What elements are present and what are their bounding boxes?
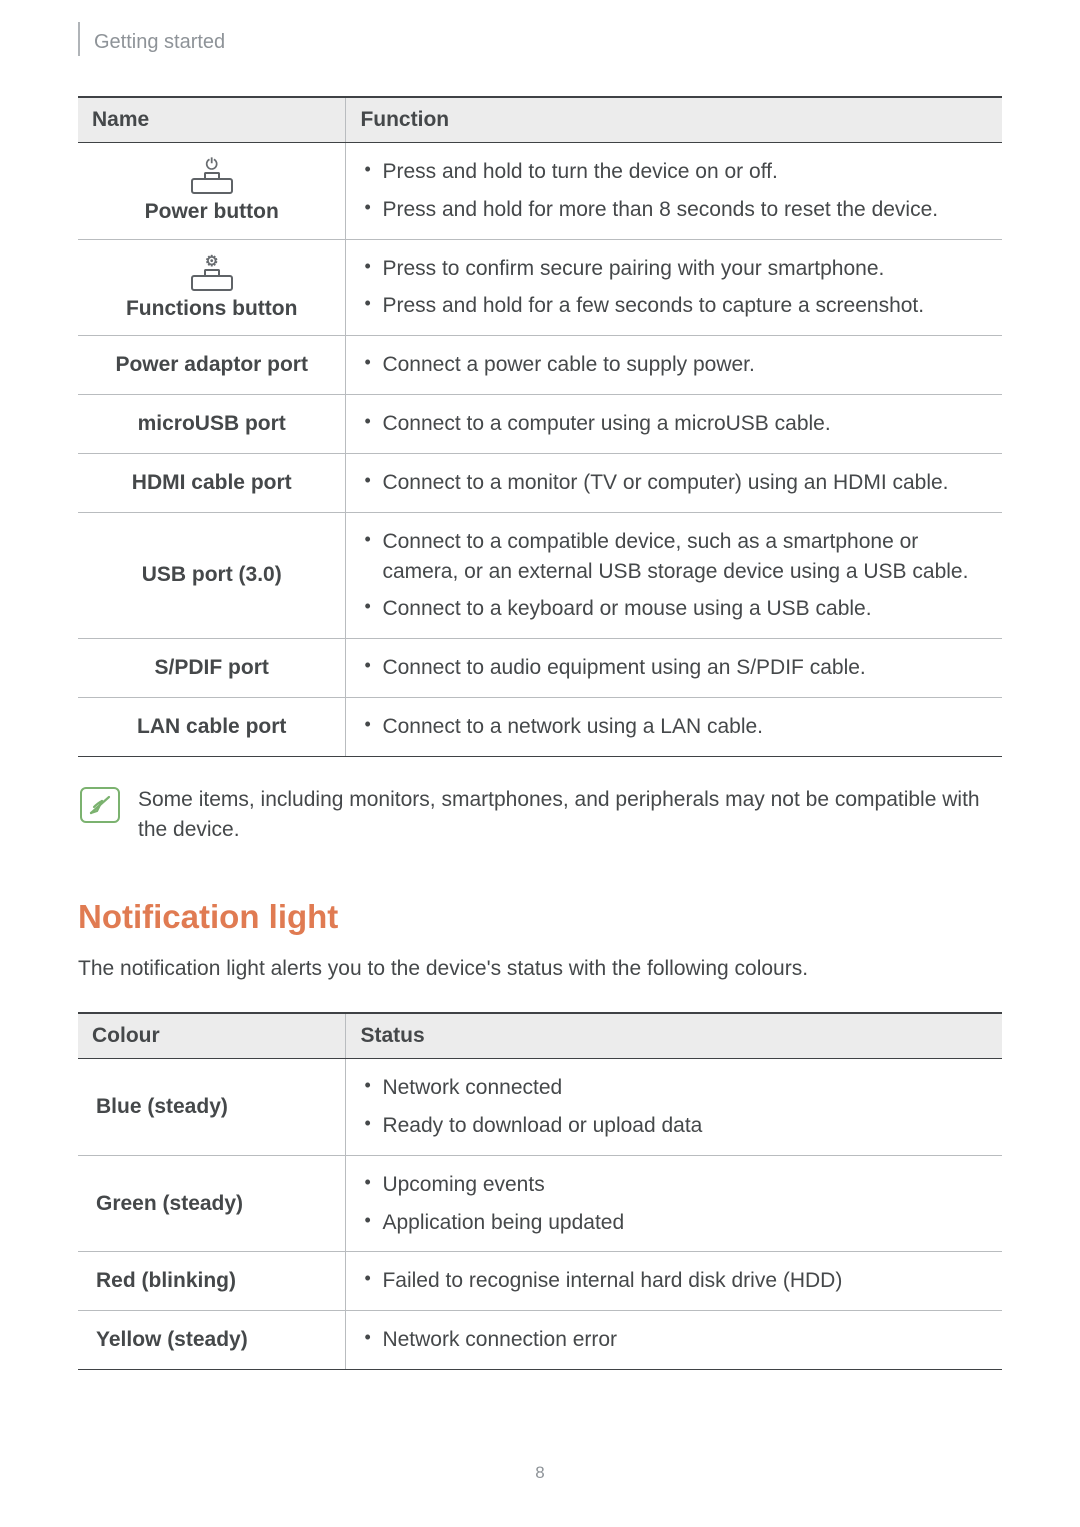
list-item: Network connected — [360, 1069, 988, 1107]
power-icon: ⏻ — [206, 157, 218, 172]
row-name: Red (blinking) — [96, 1269, 236, 1292]
list-item: Connect to a keyboard or mouse using a U… — [360, 590, 988, 628]
table-row: Power adaptor port Connect a power cable… — [78, 336, 1002, 395]
list-item: Press and hold for a few seconds to capt… — [360, 287, 988, 325]
list-item: Connect a power cable to supply power. — [360, 346, 988, 384]
page-header: Getting started — [78, 28, 1002, 56]
row-name: microUSB port — [138, 412, 286, 435]
table-row: Yellow (steady) Network connection error — [78, 1311, 1002, 1370]
list-item: Application being updated — [360, 1204, 988, 1242]
table1-header-function: Function — [346, 97, 1002, 143]
list-item: Connect to audio equipment using an S/PD… — [360, 649, 988, 687]
button-shape-icon — [191, 178, 233, 194]
row-name: Green (steady) — [96, 1192, 243, 1215]
section-intro: The notification light alerts you to the… — [78, 954, 1002, 984]
table-row: ⏻ Power button Press and hold to turn th… — [78, 143, 1002, 240]
list-item: Press and hold to turn the device on or … — [360, 153, 988, 191]
table-row: microUSB port Connect to a computer usin… — [78, 395, 1002, 454]
list-item: Connect to a computer using a microUSB c… — [360, 405, 988, 443]
breadcrumb: Getting started — [94, 31, 225, 54]
row-name: Power adaptor port — [115, 353, 308, 376]
table2-header-colour: Colour — [78, 1013, 346, 1059]
components-table: Name Function ⏻ Power button Press and h… — [78, 96, 1002, 757]
list-item: Upcoming events — [360, 1166, 988, 1204]
table-row: HDMI cable port Connect to a monitor (TV… — [78, 453, 1002, 512]
table-row: USB port (3.0) Connect to a compatible d… — [78, 512, 1002, 638]
table2-header-status: Status — [346, 1013, 1002, 1059]
row-name: Power button — [145, 200, 279, 224]
section-heading: Notification light — [78, 898, 1002, 936]
table-row: LAN cable port Connect to a network usin… — [78, 697, 1002, 756]
page-number: 8 — [0, 1463, 1080, 1483]
table-row: ⚙ Functions button Press to confirm secu… — [78, 239, 1002, 336]
list-item: Connect to a compatible device, such as … — [360, 523, 988, 591]
note-icon — [80, 787, 120, 823]
notification-light-table: Colour Status Blue (steady) Network conn… — [78, 1012, 1002, 1370]
list-item: Press to confirm secure pairing with you… — [360, 250, 988, 288]
header-mark — [78, 22, 80, 56]
list-item: Failed to recognise internal hard disk d… — [360, 1262, 988, 1300]
row-name: S/PDIF port — [155, 656, 269, 679]
table-row: Blue (steady) Network connected Ready to… — [78, 1059, 1002, 1156]
list-item: Connect to a network using a LAN cable. — [360, 708, 988, 746]
gear-icon: ⚙ — [205, 254, 218, 269]
table-row: Red (blinking) Failed to recognise inter… — [78, 1252, 1002, 1311]
row-name: USB port (3.0) — [142, 563, 282, 586]
button-shape-icon — [191, 275, 233, 291]
note-block: Some items, including monitors, smartpho… — [78, 785, 1002, 846]
row-name: Blue (steady) — [96, 1095, 228, 1118]
table-row: Green (steady) Upcoming events Applicati… — [78, 1155, 1002, 1252]
list-item: Connect to a monitor (TV or computer) us… — [360, 464, 988, 502]
table-row: S/PDIF port Connect to audio equipment u… — [78, 639, 1002, 698]
row-name: Functions button — [126, 297, 297, 321]
note-text: Some items, including monitors, smartpho… — [138, 785, 1002, 846]
list-item: Network connection error — [360, 1321, 988, 1359]
list-item: Ready to download or upload data — [360, 1107, 988, 1145]
row-name: Yellow (steady) — [96, 1328, 248, 1351]
table1-header-name: Name — [78, 97, 346, 143]
row-name: LAN cable port — [137, 715, 286, 738]
list-item: Press and hold for more than 8 seconds t… — [360, 191, 988, 229]
row-name: HDMI cable port — [132, 471, 292, 494]
